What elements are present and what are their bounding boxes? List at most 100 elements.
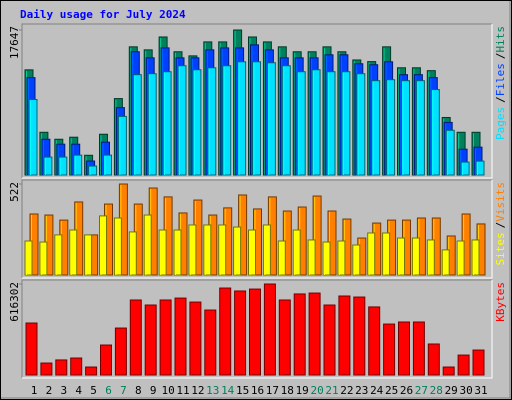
bar-face — [117, 115, 127, 176]
bar — [475, 160, 485, 176]
bar — [24, 240, 33, 276]
bar-face — [69, 229, 78, 276]
bar — [162, 71, 172, 176]
y-tick-label: 522 — [8, 182, 21, 202]
bar — [55, 359, 68, 376]
bar — [129, 299, 142, 376]
legend-entry: Sites — [494, 232, 507, 265]
bar — [471, 239, 480, 276]
bar-face — [129, 299, 142, 376]
bar-face — [24, 240, 33, 276]
bar — [103, 154, 112, 176]
bar-face — [281, 65, 291, 176]
bar-face — [471, 239, 480, 276]
bar-face — [248, 229, 256, 276]
bar-face — [415, 80, 425, 176]
y-tick-label: 17647 — [8, 26, 21, 59]
bar-face — [84, 234, 93, 276]
bar — [159, 299, 172, 376]
bar-face — [263, 283, 276, 376]
bar-face — [445, 129, 455, 176]
bar — [174, 297, 187, 376]
bar-face — [430, 89, 440, 176]
x-tick-label: 22 — [340, 384, 353, 397]
bar — [237, 61, 247, 176]
x-tick-label: 17 — [266, 384, 279, 397]
bar-face — [352, 244, 361, 276]
bar-face — [144, 304, 157, 376]
bar-face — [326, 71, 336, 176]
bar — [248, 229, 256, 276]
bar-face — [323, 304, 336, 376]
bar — [234, 290, 247, 376]
x-tick-label: 25 — [385, 384, 398, 397]
bar-face — [311, 69, 321, 176]
bar — [69, 229, 78, 276]
bar-face — [341, 71, 351, 176]
bar — [445, 129, 455, 176]
bar-face — [296, 71, 306, 176]
x-tick-label: 2 — [46, 384, 53, 397]
bar-face — [114, 327, 127, 376]
bar-face — [70, 357, 83, 376]
legend-entry: Pages — [494, 107, 507, 140]
bar-face — [143, 214, 152, 276]
bar-face — [252, 61, 261, 176]
bar-face — [28, 98, 38, 176]
bar — [58, 156, 68, 176]
bar — [192, 69, 202, 176]
bar-face — [132, 74, 142, 176]
bar — [356, 73, 366, 176]
legend: Pages/Files/Hits — [494, 26, 507, 140]
bar-face — [426, 239, 435, 276]
bar — [368, 306, 381, 376]
bar-face — [219, 287, 232, 376]
x-tick-label: 12 — [191, 384, 204, 397]
bar-face — [99, 215, 107, 276]
bar — [233, 226, 242, 276]
bar — [415, 80, 425, 176]
bar — [114, 327, 127, 376]
legend-separator: / — [494, 96, 507, 103]
bar — [412, 321, 425, 376]
bar — [353, 296, 366, 376]
bar-face — [39, 241, 48, 276]
bar-face — [113, 217, 122, 276]
bar-face — [308, 292, 321, 376]
x-tick-label: 24 — [370, 384, 384, 397]
legend-separator: / — [494, 53, 507, 60]
bar — [293, 293, 306, 376]
bar-face — [411, 237, 420, 276]
bar — [338, 295, 351, 376]
bar — [28, 98, 38, 176]
bar — [117, 115, 127, 176]
bar — [341, 71, 351, 176]
panel-border — [21, 179, 492, 278]
bar — [383, 323, 396, 376]
x-tick-label: 21 — [325, 384, 338, 397]
bar-face — [73, 154, 83, 176]
bar-face — [147, 73, 157, 176]
bar — [100, 344, 112, 376]
bar-face — [173, 229, 182, 276]
bar-face — [277, 240, 286, 276]
bar — [427, 343, 440, 376]
bar-face — [371, 80, 381, 176]
bar — [277, 240, 286, 276]
x-tick-label: 4 — [75, 384, 82, 397]
bar — [218, 224, 227, 276]
x-tick-label: 29 — [445, 384, 458, 397]
legend-entry: Hits — [494, 26, 507, 53]
bar — [54, 234, 63, 276]
x-tick-label: 20 — [310, 384, 323, 397]
bar — [203, 224, 212, 276]
x-tick-label: 26 — [400, 384, 413, 397]
bar — [40, 362, 53, 376]
bar — [144, 304, 157, 376]
bar-face — [266, 62, 276, 176]
bar-face — [88, 165, 98, 176]
bar-face — [307, 239, 316, 276]
bar — [296, 71, 306, 176]
bar — [382, 232, 391, 276]
bar-face — [25, 322, 38, 376]
